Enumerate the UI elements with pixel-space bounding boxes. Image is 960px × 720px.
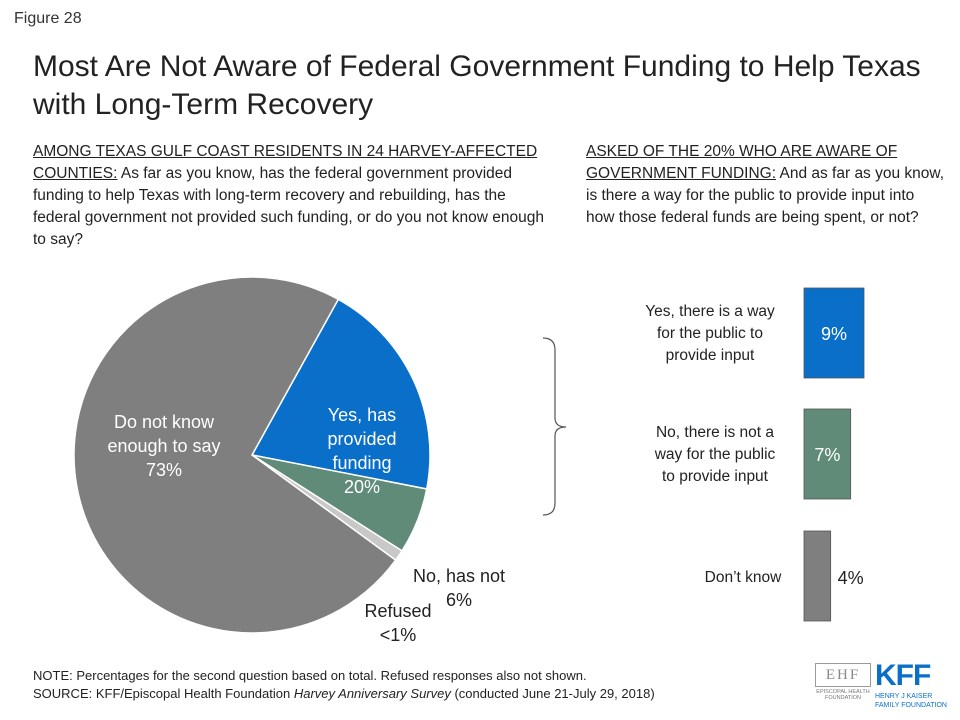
bar-chart: 9% Yes, there is a way for the public to pr… [645,287,865,622]
right-question: ASKED OF THE 20% WHO ARE AWARE OF GOVERN… [586,141,946,229]
pie-slice-label: No, has not 6% [413,566,505,610]
pie-chart: Yes, has provided funding 20% No, has not 6%R… [73,276,505,645]
bar-category-label: No, there is not a way for the public to p… [654,424,776,485]
note-text: NOTE: Percentages for the second questio… [33,668,587,683]
left-question-text: As far as you know, has the federal gove… [33,165,544,248]
pie-slice-label: Do not know enough to say 73% [107,412,220,480]
figure-label: Figure 28 [14,10,82,27]
kff-logo-line1: HENRY J KAISER [875,693,933,700]
kff-logo: KFF HENRY J KAISER FAMILY FOUNDATION [875,660,950,710]
right-question-text: And as far as you know, is there a way f… [586,165,945,226]
chart-title: Most Are Not Aware of Federal Government… [33,50,921,121]
notes: NOTE: Percentages for the second questio… [33,667,773,703]
ehf-logo-line2: FOUNDATION [825,695,861,701]
bar-category-label: Don’t know [705,569,782,586]
ehf-logo-line1: EPISCOPAL HEALTH [816,689,870,695]
ehf-logo: EHF EPISCOPAL HEALTH FOUNDATION [815,663,871,701]
bar [803,287,865,379]
ehf-logo-mark: EHF [815,663,871,687]
pie-slice [73,276,397,634]
bar [803,530,832,622]
bracket-connector [542,337,567,516]
bar-value-label: 7% [814,445,840,465]
pie-slice [250,298,431,490]
left-question: AMONG TEXAS GULF COAST RESIDENTS IN 24 H… [33,141,553,251]
bar-value-label: 4% [838,568,864,588]
kff-logo-mark: KFF [875,659,931,692]
pie-slice-label: Refused <1% [364,601,431,645]
bar [803,408,852,500]
kff-logo-line2: FAMILY FOUNDATION [875,702,947,709]
source-text: SOURCE: KFF/Episcopal Health Foundation … [33,686,655,701]
right-question-lead: ASKED OF THE 20% WHO ARE AWARE OF GOVERN… [586,143,898,182]
pie-slice-label: Yes, has provided funding 20% [327,405,396,497]
bar-value-label: 9% [821,324,847,344]
bar-category-label: Yes, there is a way for the public to prov… [645,303,775,364]
left-question-lead: AMONG TEXAS GULF COAST RESIDENTS IN 24 H… [33,143,538,182]
